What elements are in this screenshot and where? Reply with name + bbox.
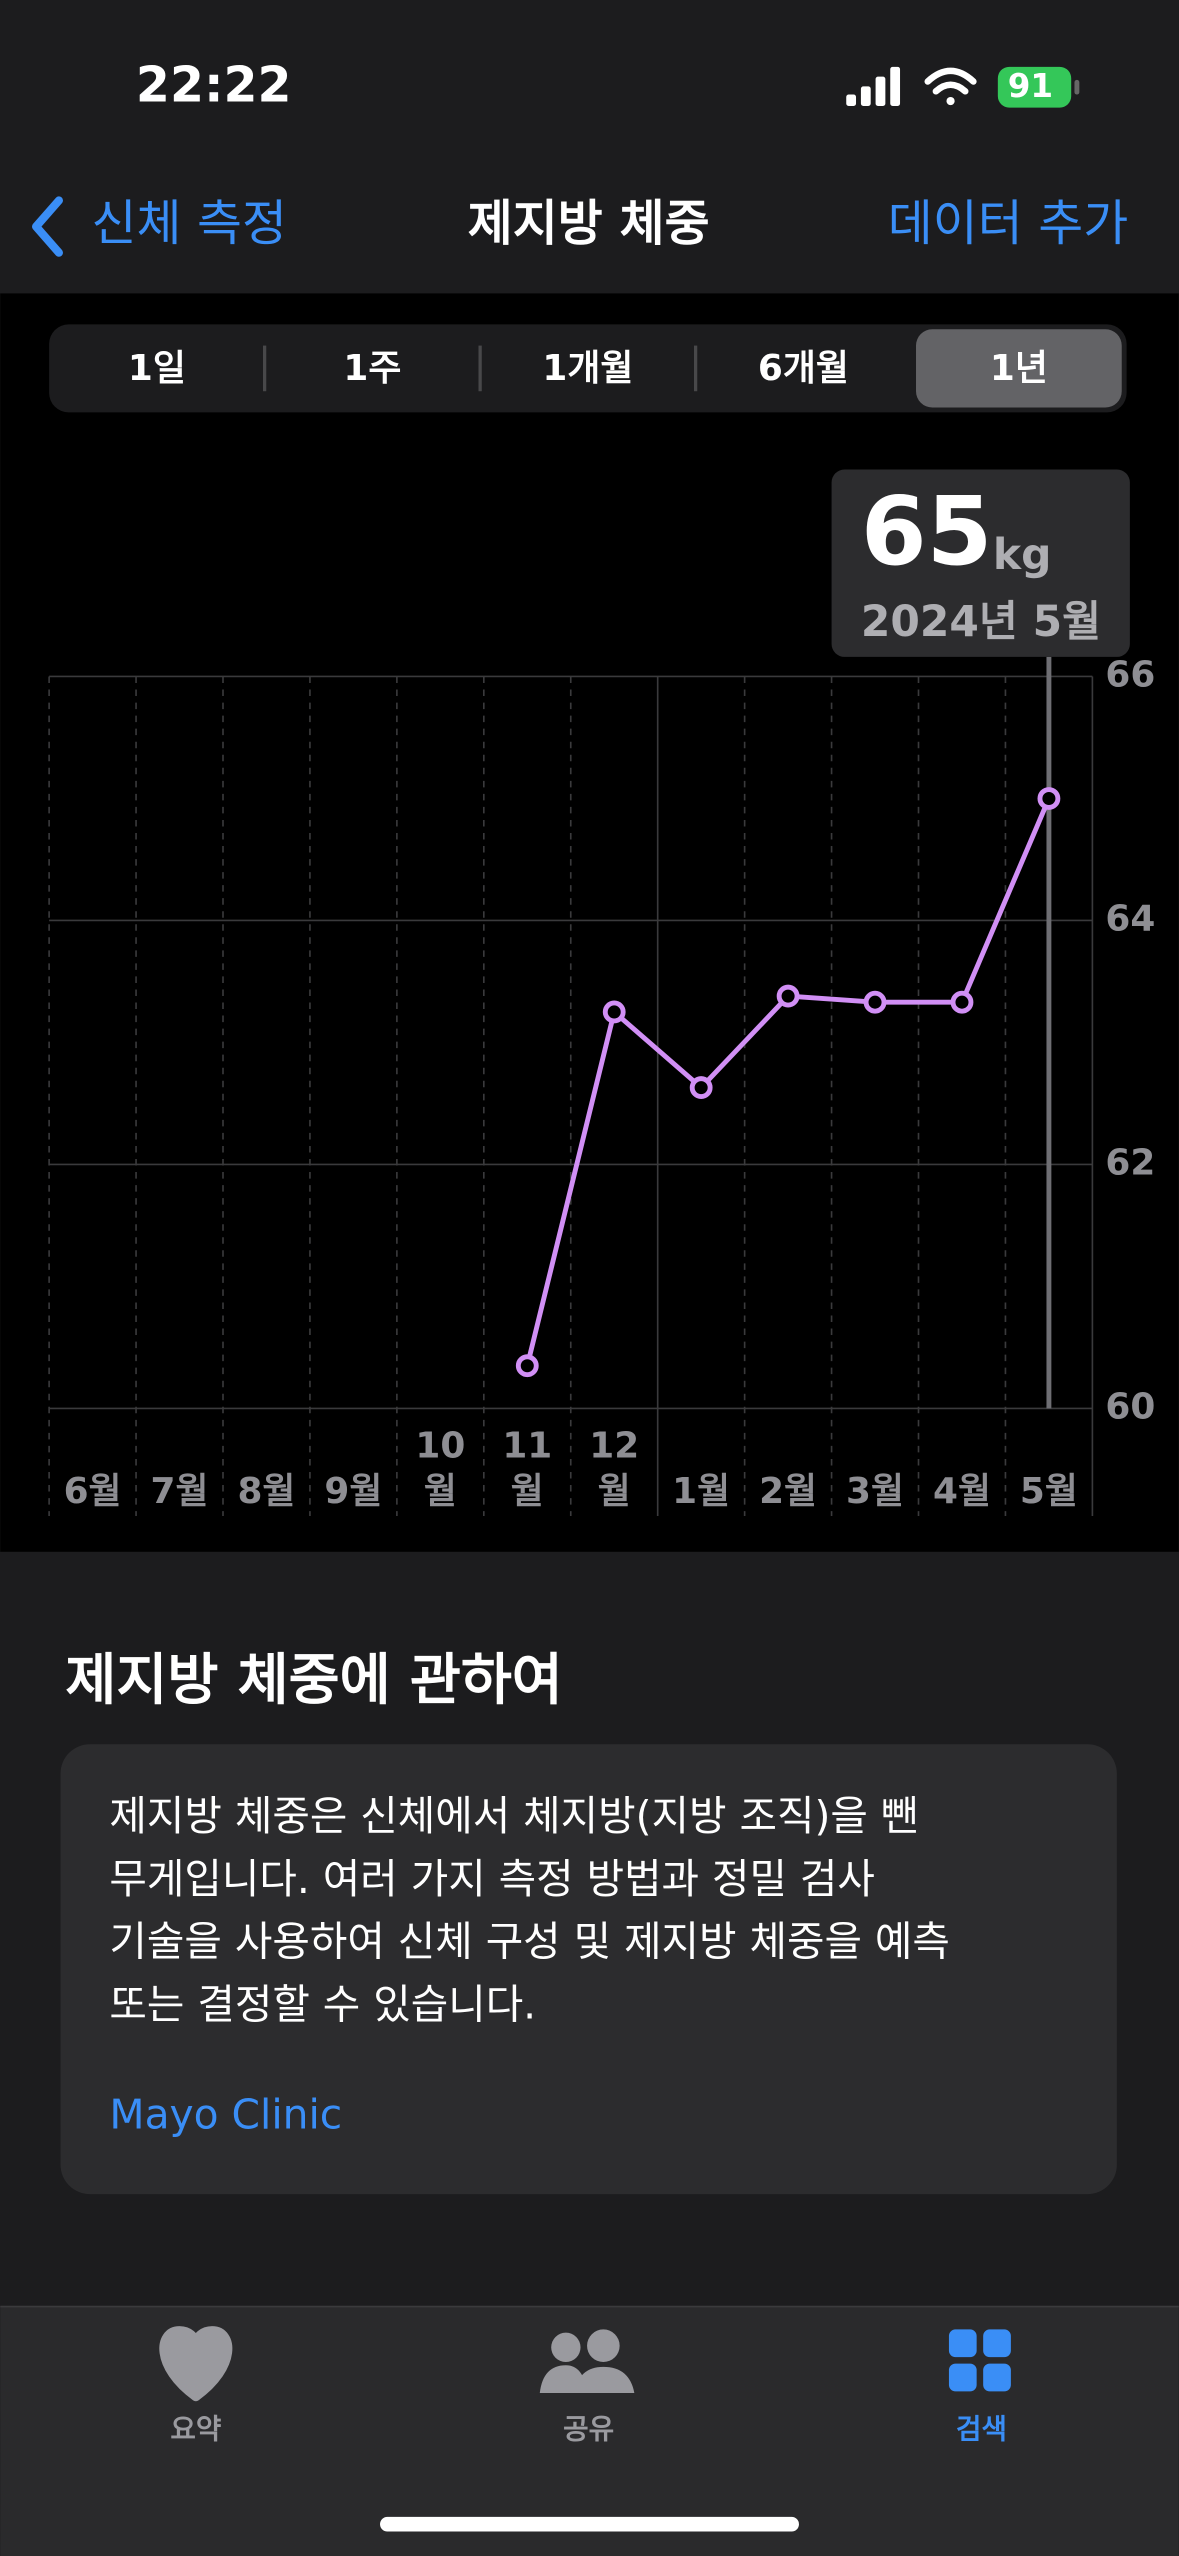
tab-label[interactable]: 요약 <box>170 2412 221 2445</box>
battery <box>997 66 1072 108</box>
tab-label[interactable]: 검색 <box>956 2412 1007 2445</box>
home-indicator <box>380 2516 799 2532</box>
about-text: 무게입니다. 여러 가지 측정 방법과 정밀 검사 <box>109 1855 875 1903</box>
x-tick-label: 11 월 <box>502 1426 552 1513</box>
about-text: 또는 결정할 수 있습니다. <box>109 1980 536 2028</box>
selection-value: 65 <box>861 477 993 587</box>
selection-callout <box>831 469 1130 657</box>
source-link[interactable]: Mayo Clinic <box>109 2091 342 2139</box>
wifi-icon <box>924 67 977 106</box>
point <box>515 1354 539 1378</box>
battery-level: 91 <box>1008 67 1053 105</box>
signal-icon <box>846 66 901 106</box>
clock: 22:22 <box>136 57 292 114</box>
x-tick-label: 5월 <box>1020 1471 1078 1512</box>
battery-tip <box>1074 79 1080 95</box>
segment-selected <box>916 329 1122 408</box>
point <box>689 1076 713 1099</box>
back-button[interactable]: 신체 측정 <box>92 195 287 252</box>
add-data-button[interactable]: 데이터 추가 <box>888 195 1128 252</box>
point <box>602 1000 626 1024</box>
tab-label[interactable]: 공유 <box>563 2412 614 2445</box>
point <box>1037 787 1061 810</box>
sharing-icon[interactable] <box>539 2329 635 2393</box>
x-tick-label: 10 월 <box>415 1426 465 1513</box>
segment[interactable]: 1주 <box>343 348 401 389</box>
header-bg <box>0 0 1179 294</box>
about-card <box>60 1744 1117 2195</box>
x-tick-label: 8월 <box>237 1471 295 1512</box>
segmented-control <box>49 324 1127 413</box>
back-chevron[interactable] <box>32 196 63 257</box>
nav-title: 제지방 체중 <box>468 195 710 252</box>
summary-icon[interactable] <box>159 2326 233 2402</box>
about-text: 기술을 사용하여 신체 구성 및 제지방 체중을 예측 <box>109 1918 949 1966</box>
about-text: 제지방 체중은 신체에서 체지방(지방 조직)을 뺀 <box>109 1792 918 1840</box>
x-tick-label: 12 월 <box>589 1426 639 1513</box>
x-tick-label: 6월 <box>64 1471 122 1512</box>
segment[interactable]: 1일 <box>128 348 186 389</box>
x-tick-label: 4월 <box>933 1471 991 1512</box>
selection-unit: kg <box>993 530 1052 579</box>
x-tick-label: 2월 <box>759 1471 817 1512</box>
x-tick-label: 3월 <box>846 1471 904 1512</box>
segment[interactable]: 1년 <box>990 348 1048 389</box>
section-title: 제지방 체중에 관하여 <box>65 1649 562 1713</box>
x-tick-label: 1월 <box>672 1471 730 1512</box>
segment[interactable]: 1개월 <box>542 348 633 389</box>
y-tick-label: 64 <box>1105 898 1155 939</box>
point <box>776 984 800 1008</box>
y-tick-label: 62 <box>1105 1142 1155 1183</box>
point <box>863 990 887 1014</box>
x-tick-label: 9월 <box>324 1471 382 1512</box>
selection-date: 2024년 5월 <box>861 597 1101 646</box>
point <box>950 990 974 1014</box>
y-tick-label: 66 <box>1105 654 1155 695</box>
browse-icon[interactable] <box>948 2329 1011 2392</box>
y-tick-label: 60 <box>1105 1386 1155 1427</box>
x-tick-label: 7월 <box>151 1471 209 1512</box>
segment[interactable]: 6개월 <box>758 348 849 389</box>
